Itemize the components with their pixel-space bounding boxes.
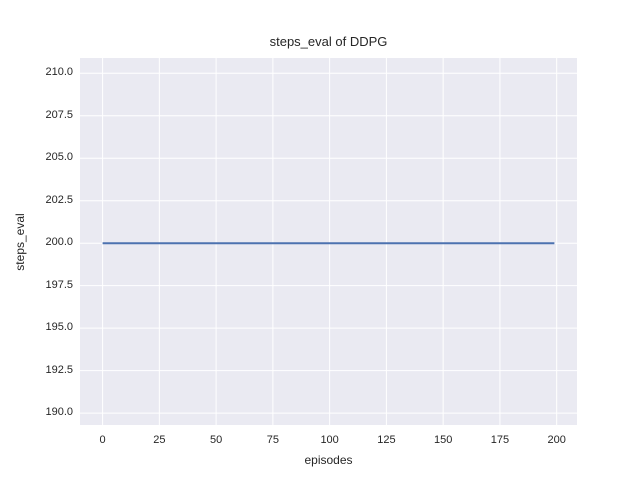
x-tick-label: 200: [547, 434, 566, 446]
x-tick-label: 50: [209, 434, 223, 446]
plot-area: [80, 58, 577, 425]
y-tick-label: 197.5: [45, 278, 73, 291]
x-tick-label: 100: [320, 434, 339, 446]
chart-canvas: [80, 58, 577, 425]
x-tick-label: 0: [99, 434, 106, 446]
y-tick-label: 195.0: [45, 321, 73, 334]
y-tick-label: 210.0: [45, 66, 73, 79]
x-tick-label: 25: [153, 434, 166, 446]
y-tick-label: 192.5: [45, 363, 73, 376]
y-tick-label: 200.0: [45, 236, 73, 249]
x-axis-label: episodes: [304, 453, 353, 467]
x-tick-label: 150: [433, 434, 453, 446]
x-tick-label: 175: [490, 434, 510, 446]
y-tick-label: 207.5: [45, 108, 73, 121]
y-tick-label: 205.0: [45, 151, 73, 164]
x-tick-label: 125: [377, 434, 396, 446]
chart-title: steps_eval of DDPG: [269, 34, 388, 49]
x-tick-label: 75: [266, 434, 279, 446]
y-tick-label: 202.5: [45, 193, 73, 206]
y-tick-label: 190.0: [45, 406, 73, 419]
y-axis-label: steps_eval: [13, 213, 27, 271]
